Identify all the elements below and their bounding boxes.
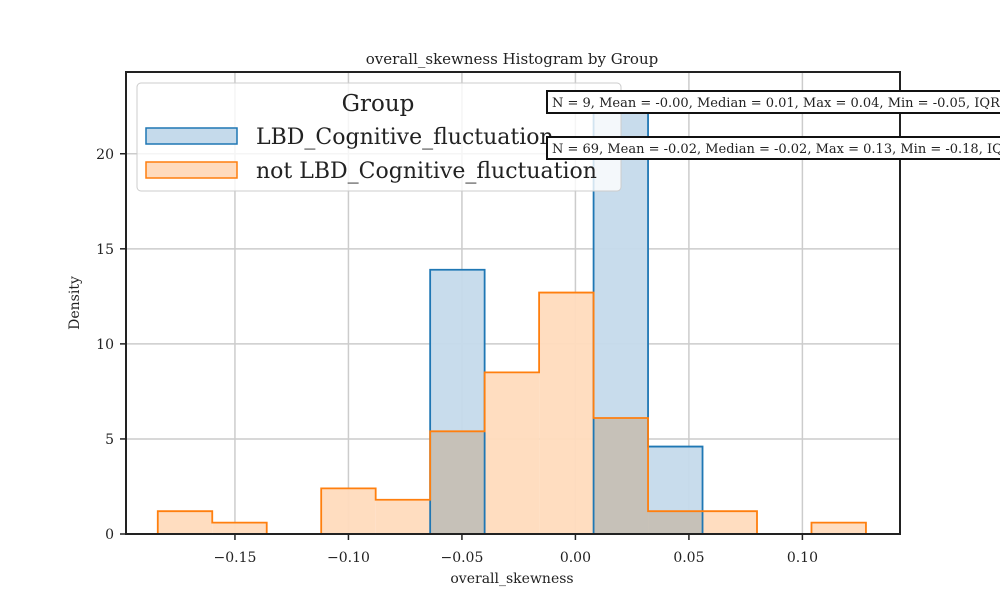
annotation-text-lbd: N = 9, Mean = -0.00, Median = 0.01, Max … bbox=[552, 96, 1000, 111]
bar-series-1-bin-10 bbox=[702, 511, 758, 534]
annotation-box-not-lbd bbox=[546, 136, 1000, 160]
plot-frame bbox=[125, 71, 901, 535]
x-tick-label-5: 0.10 bbox=[787, 550, 818, 566]
x-axis-ticks: −0.15 −0.10 −0.05 0.00 0.05 0.10 bbox=[213, 534, 818, 566]
bar-series-1-bin-1 bbox=[212, 522, 267, 534]
overlap-region bbox=[430, 418, 703, 534]
legend-title: Group bbox=[342, 91, 415, 117]
y-tick-label-3: 15 bbox=[96, 242, 114, 258]
y-tick-label-1: 5 bbox=[105, 432, 114, 448]
x-tick-label-4: 0.05 bbox=[673, 550, 704, 566]
bar-series-1-bin-6 bbox=[484, 372, 540, 534]
x-tick-label-0: −0.15 bbox=[213, 550, 256, 566]
annotation-lbd: N = 9, Mean = -0.00, Median = 0.01, Max … bbox=[546, 90, 1000, 114]
bar-series-1-bin-0 bbox=[157, 511, 213, 534]
y-axis-label: Density bbox=[67, 276, 83, 330]
chart-title: overall_skewness Histogram by Group bbox=[366, 50, 658, 68]
x-tick-label-1: −0.10 bbox=[327, 550, 370, 566]
annotation-box-lbd bbox=[546, 90, 1000, 114]
x-tick-label-3: 0.00 bbox=[560, 550, 591, 566]
overlap-bin-3 bbox=[593, 418, 649, 534]
bar-series-1-bin-4 bbox=[375, 499, 431, 534]
x-tick-label-2: −0.05 bbox=[440, 550, 483, 566]
bar-series-1-bin-3 bbox=[321, 488, 376, 534]
y-axis-ticks: 0 5 10 15 20 bbox=[96, 147, 126, 543]
y-tick-label-2: 10 bbox=[96, 337, 114, 353]
legend: Group LBD_Cognitive_fluctuation not LBD_… bbox=[136, 82, 622, 192]
legend-label-not-lbd: not LBD_Cognitive_fluctuation bbox=[256, 159, 597, 184]
overlap-bin-0 bbox=[430, 431, 485, 534]
bar-series-1-bin-7 bbox=[539, 292, 594, 534]
outline-series-1 bbox=[156, 291, 867, 535]
y-tick-label-4: 20 bbox=[96, 147, 114, 163]
bar-series-1-bin-12 bbox=[811, 522, 866, 534]
legend-swatch-lbd bbox=[145, 127, 238, 145]
annotation-text-not-lbd: N = 69, Mean = -0.02, Median = -0.02, Ma… bbox=[552, 142, 1000, 157]
legend-label-lbd: LBD_Cognitive_fluctuation bbox=[256, 125, 554, 150]
y-tick-label-0: 0 bbox=[105, 527, 114, 543]
legend-swatch-not-lbd bbox=[145, 161, 238, 179]
overlap-bin-4 bbox=[648, 511, 703, 534]
annotation-not-lbd: N = 69, Mean = -0.02, Median = -0.02, Ma… bbox=[546, 136, 1000, 160]
x-axis-label: overall_skewness bbox=[450, 571, 573, 587]
